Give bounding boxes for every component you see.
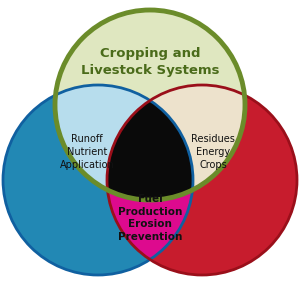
Text: Residues
Energy
Crops: Residues Energy Crops: [191, 134, 235, 170]
Text: Runoff
Nutrient
Application: Runoff Nutrient Application: [60, 134, 114, 170]
Text: Fuel
Production
Erosion
Prevention: Fuel Production Erosion Prevention: [118, 194, 182, 242]
Text: Cropping and
Livestock Systems: Cropping and Livestock Systems: [81, 47, 219, 77]
